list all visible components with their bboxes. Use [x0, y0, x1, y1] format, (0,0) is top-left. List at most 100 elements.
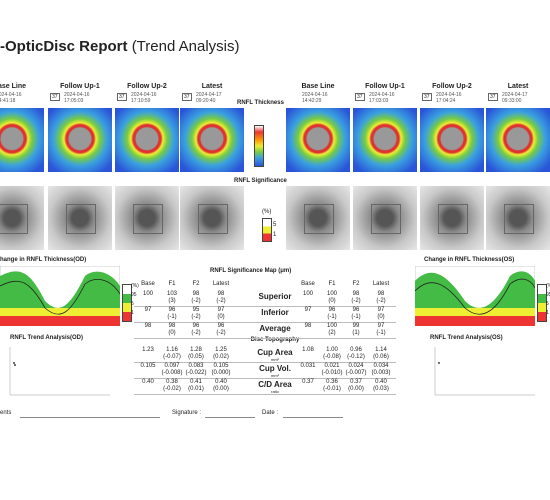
- table-header: Base: [141, 281, 155, 287]
- exam-date: 2024-04-16: [369, 92, 395, 98]
- significance-map: [115, 186, 179, 250]
- table-change: (0.02): [213, 354, 229, 360]
- table-change: (0): [168, 330, 176, 336]
- comments-label: ents: [0, 410, 12, 416]
- table-value: 0.37: [302, 379, 314, 385]
- thickness-map: [115, 108, 179, 172]
- row-rule: [134, 306, 396, 307]
- section-label: RNFL Trend Analysis(OS): [430, 335, 503, 341]
- exam-date: 2024-04-17: [502, 92, 528, 98]
- table-header: Latest: [212, 281, 230, 287]
- exam-id: 37: [182, 93, 192, 101]
- table-change: (0.00): [213, 386, 229, 392]
- legend-label: 5: [273, 222, 277, 228]
- table-value: 98: [304, 323, 312, 329]
- table-value: 98: [192, 291, 200, 297]
- table-change: (-2): [191, 330, 201, 336]
- section-label: RNFL Significance: [234, 178, 287, 184]
- table-value: 1.23: [142, 347, 154, 353]
- table-value: 96: [328, 307, 336, 313]
- table-value: 1.00: [326, 347, 338, 353]
- thickness-map: [353, 108, 417, 172]
- table-value: 95: [192, 307, 200, 313]
- table-value: 0.105: [213, 363, 229, 369]
- legend-label: (%): [546, 283, 550, 289]
- row-label: Cup Area: [257, 348, 293, 357]
- significance-map: [286, 186, 350, 250]
- table-value: 99: [352, 323, 360, 329]
- legend-label: 5: [131, 301, 134, 307]
- trend-graph-od: [9, 347, 110, 396]
- table-value: 98: [217, 291, 225, 297]
- table-value: 98: [144, 323, 152, 329]
- row-label: Inferior: [261, 308, 289, 317]
- report-title: -OpticDisc Report: [0, 38, 128, 55]
- row-rule: [134, 338, 396, 339]
- significance-map: [48, 186, 112, 250]
- trend-graph-os: [434, 347, 535, 396]
- table-change: (-0.07): [163, 354, 181, 360]
- table-change: (-0.010): [321, 370, 343, 376]
- table-change: (0.00): [348, 386, 364, 392]
- table-change: (1): [352, 330, 360, 336]
- table-value: 1.16: [166, 347, 178, 353]
- thickness-map: [180, 108, 244, 172]
- exam-label: Follow Up-2: [127, 83, 167, 90]
- table-value: 1.25: [215, 347, 227, 353]
- table-value: 0.097: [164, 363, 180, 369]
- table-header: F2: [192, 281, 200, 287]
- exam-date: 2024-04-16: [64, 92, 90, 98]
- exam-id: 37: [355, 93, 365, 101]
- change-graph-od: [0, 266, 120, 326]
- significance-map: [486, 186, 550, 250]
- legend-label: 1: [273, 232, 277, 238]
- table-title: RNFL Significance Map (μm): [210, 268, 292, 274]
- table-change: (-2): [216, 330, 226, 336]
- exam-time: 17:04:24: [436, 98, 456, 104]
- table-value: 0.034: [373, 363, 389, 369]
- table-value: 1.08: [302, 347, 314, 353]
- table-change: (0.05): [188, 354, 204, 360]
- row-unit: mm²: [271, 357, 279, 362]
- row-rule: [134, 394, 396, 395]
- exam-id: 37: [488, 93, 498, 101]
- section-label: hange in RNFL Thickness(OD): [0, 257, 87, 263]
- thickness-map: [420, 108, 484, 172]
- exam-time: 14:42:29: [302, 98, 322, 104]
- rule: [205, 417, 255, 418]
- table-change: (-0.008): [161, 370, 183, 376]
- table-header: Latest: [372, 281, 390, 287]
- exam-time: 17:03:03: [369, 98, 389, 104]
- significance-map: [353, 186, 417, 250]
- table-header: Base: [301, 281, 315, 287]
- table-value: 98: [377, 291, 385, 297]
- table-value: 0.083: [188, 363, 204, 369]
- table-value: 100: [326, 291, 337, 297]
- table-value: 96: [352, 307, 360, 313]
- table-value: 1.28: [190, 347, 202, 353]
- exam-time: 17:10:59: [131, 98, 151, 104]
- legend-label: 95: [131, 292, 137, 298]
- table-value: 0.105: [140, 363, 156, 369]
- signature-label: Signature :: [172, 410, 202, 416]
- table-value: 0.36: [326, 379, 338, 385]
- table-header: F2: [352, 281, 360, 287]
- change-legend: [122, 284, 132, 322]
- table-change: (-1): [167, 314, 177, 320]
- table-value: 0.41: [190, 379, 202, 385]
- exam-date: 2024-04-16: [131, 92, 157, 98]
- exam-id: 37: [422, 93, 432, 101]
- table-change: (-2): [191, 298, 201, 304]
- exam-label: Latest: [507, 83, 529, 90]
- table-value: 100: [302, 291, 313, 297]
- table-change: (-1): [376, 330, 386, 336]
- table-value: 0.40: [142, 379, 154, 385]
- table-value: 0.38: [166, 379, 178, 385]
- table-value: 97: [377, 307, 385, 313]
- exam-label: Follow Up-1: [60, 83, 100, 90]
- table-change: (-2): [351, 298, 361, 304]
- table-value: 0.40: [215, 379, 227, 385]
- exam-label: ase Line: [0, 83, 26, 90]
- table-value: 96: [217, 323, 225, 329]
